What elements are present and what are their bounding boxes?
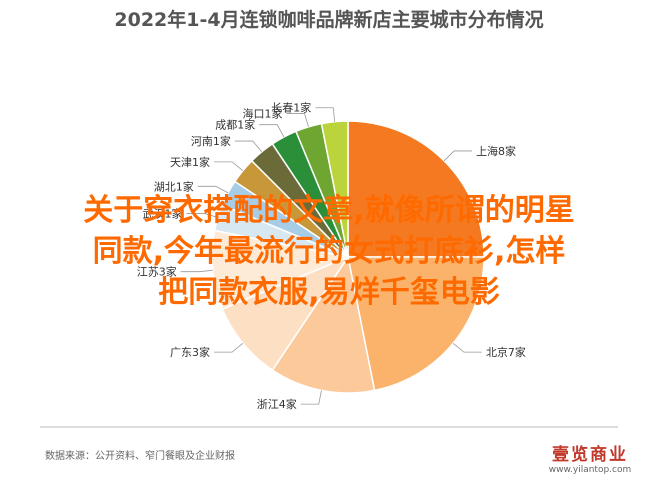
- leader-line-7: [214, 161, 244, 172]
- overlay-line-2: 同款,今年最流行的女式打底衫,怎样: [92, 234, 566, 269]
- logo-url: www.yilantop.com: [548, 465, 632, 475]
- slice-label-10: 海口1家: [242, 106, 282, 120]
- leader-line-6: [197, 185, 229, 194]
- brand-logo: 壹览商业 www.yilantop.com: [535, 440, 645, 475]
- slice-label-1: 北京7家: [486, 345, 526, 359]
- slice-label-7: 天津1家: [170, 155, 210, 169]
- leader-line-2: [300, 390, 322, 405]
- pie-slice-2: [271, 255, 376, 394]
- leader-line-4: [180, 269, 213, 273]
- overlay-line-1: 关于穿衣搭配的文章,就像所谓的明星: [83, 193, 575, 228]
- leader-line-8: [234, 140, 263, 153]
- data-source-note: 数据来源：公开资料、窄门餐眼及企业财报: [45, 451, 235, 462]
- leader-line-9: [259, 124, 285, 138]
- slice-label-11: 长春1家: [271, 101, 311, 115]
- pie-slice-4: [211, 229, 351, 311]
- leader-line-5: [186, 213, 218, 218]
- leader-line-1: [452, 342, 482, 353]
- slice-label-9: 成都1家: [215, 118, 255, 132]
- logo-name: 壹览商业: [552, 445, 628, 465]
- pie-slice-3: [221, 255, 350, 372]
- overlay-headline: 关于穿衣搭配的文章,就像所谓的明星 同款,今年最流行的女式打底衫,怎样 把同款衣…: [0, 190, 658, 313]
- slice-label-3: 广东3家: [170, 345, 210, 359]
- slice-label-8: 河南1家: [191, 134, 231, 148]
- slice-label-4: 江苏3家: [137, 265, 177, 279]
- leader-line-0: [443, 150, 473, 162]
- overlay-line-3: 把同款衣服,易烊千玺电影: [158, 275, 500, 310]
- leader-line-11: [315, 107, 336, 122]
- leader-line-10: [286, 113, 309, 127]
- leader-line-3: [214, 342, 244, 353]
- slice-label-6: 湖北1家: [154, 179, 194, 193]
- slice-label-2: 浙江4家: [257, 397, 297, 411]
- slice-label-0: 上海8家: [476, 144, 516, 158]
- chart-title: 2022年1-4月连锁咖啡品牌新店主要城市分布情况: [114, 8, 543, 31]
- slice-label-5: 武汉1家: [142, 206, 182, 220]
